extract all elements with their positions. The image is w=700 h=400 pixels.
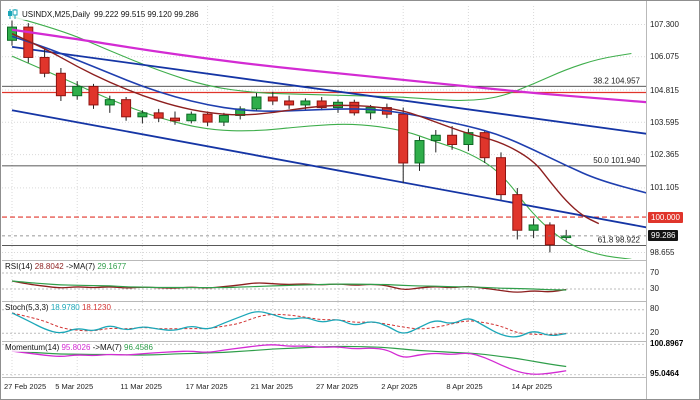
rsi-ma-name: ->MA(7) — [65, 262, 96, 271]
candle-body — [88, 85, 99, 106]
candle-body — [267, 96, 278, 102]
axis-label: 106.075 — [650, 52, 679, 62]
candle-body — [300, 100, 311, 106]
ma-dark-red — [11, 33, 600, 225]
candle-body — [349, 101, 360, 114]
stoch-d-value: 18.1230 — [81, 303, 111, 312]
trendline-lower — [11, 109, 646, 229]
vertical-gridlines — [11, 6, 535, 259]
axis-label: 102.365 — [650, 150, 679, 160]
candle-body — [544, 224, 555, 246]
axis-label: 20 — [650, 327, 659, 337]
momentum-ma-name: ->MA(7) — [92, 343, 122, 352]
momentum-line — [11, 344, 567, 375]
overlays-under — [11, 16, 646, 259]
candle-body — [186, 113, 197, 122]
stoch-name: Stoch(5,3,3) — [5, 303, 49, 312]
candle-body — [414, 140, 425, 164]
axis-label: 70 — [650, 267, 659, 277]
ma-long-magenta — [11, 28, 646, 104]
rsi-chart-canvas[interactable] — [2, 261, 646, 301]
axis-label: 30 — [650, 283, 659, 293]
time-axis[interactable]: 27 Feb 2025 5 Mar 2025 11 Mar 2025 17 Mar 2… — [2, 377, 646, 399]
candle-body — [463, 132, 474, 146]
stoch-k-value: 18.9780 — [50, 303, 80, 312]
fib-label: 50.0 101.940 — [593, 156, 640, 165]
axis-label: 104.815 — [650, 85, 679, 95]
bollinger-upper — [11, 16, 632, 102]
rsi-line — [11, 280, 567, 293]
axis-label: 100.8967 — [650, 339, 684, 349]
date-label: 21 Mar 2025 — [250, 382, 293, 391]
candle-body — [218, 114, 229, 123]
momentum-name: Momentum(14) — [5, 343, 60, 352]
date-label: 14 Apr 2025 — [511, 382, 553, 391]
candle-body — [121, 99, 132, 118]
rsi-ma-value: 29.1677 — [97, 262, 127, 271]
axis-label: 107.300 — [650, 19, 679, 29]
momentum-panel[interactable]: Momentum(14) 95.8026 ->MA(7) 96.4586 — [2, 341, 646, 377]
main-chart-canvas[interactable]: 38.2 104.957 50.0 101.940 61.8 98.922 — [2, 6, 646, 259]
candle-body — [137, 112, 148, 118]
candle-body — [447, 134, 458, 146]
rsi-value: 28.8042 — [34, 262, 64, 271]
candle-body — [104, 99, 115, 106]
symbol-name: USINDX,M25,Daily — [22, 9, 91, 19]
date-label: 17 Mar 2025 — [185, 382, 228, 391]
candle-body — [72, 85, 83, 97]
date-label: 2 Apr 2025 — [381, 382, 418, 391]
candlestick-icon — [8, 9, 18, 19]
alert-price-badge: 100.000 — [648, 211, 683, 223]
candle-body — [430, 134, 441, 142]
stochastic-chart-canvas[interactable] — [2, 302, 646, 341]
ma-blue — [11, 35, 646, 194]
axis-label: 101.105 — [650, 183, 679, 193]
axis-label: 98.655 — [650, 248, 675, 258]
rsi-panel[interactable]: RSI(14) 28.8042 ->MA(7) 29.1677 — [2, 260, 646, 301]
date-label: 11 Mar 2025 — [120, 382, 162, 391]
momentum-ma-value: 96.4586 — [124, 343, 153, 352]
candle-body — [170, 117, 180, 122]
stoch-k-line — [11, 311, 567, 338]
trendline-upper — [11, 45, 646, 135]
symbol-ohlc: 99.222 99.515 99.120 99.286 — [94, 9, 199, 19]
candle-body — [39, 56, 50, 74]
axis-label: 80 — [650, 304, 659, 314]
date-label: 5 Mar 2025 — [55, 382, 94, 391]
candle-body — [202, 113, 213, 123]
candle-body — [284, 100, 295, 106]
candle-body — [153, 112, 164, 119]
date-label: 27 Feb 2025 — [4, 382, 47, 391]
candle-body — [496, 157, 506, 196]
axis-label: 95.0464 — [650, 368, 679, 378]
main-price-panel[interactable]: USINDX,M25,Daily 99.222 99.515 99.120 99… — [2, 6, 646, 259]
overlays-over — [11, 28, 646, 225]
fibonacci-levels: 38.2 104.957 50.0 101.940 61.8 98.922 — [2, 76, 646, 246]
price-axis[interactable]: 107.300 106.075 104.815 103.595 102.365 101.1… — [646, 1, 699, 399]
candle-body — [528, 224, 539, 231]
fib-label: 38.2 104.957 — [593, 76, 640, 85]
rsi-ma-line — [11, 280, 567, 291]
last-price-badge: 99.286 — [648, 230, 679, 242]
candle-body — [512, 194, 523, 231]
candle-body — [398, 113, 409, 164]
candle-body — [251, 96, 262, 110]
rsi-title: RSI(14) 28.8042 ->MA(7) 29.1677 — [5, 262, 127, 271]
stoch-d-line — [11, 312, 567, 336]
date-label: 27 Mar 2025 — [316, 382, 359, 391]
date-label: 8 Apr 2025 — [446, 382, 483, 391]
momentum-value: 95.8026 — [61, 343, 91, 352]
candle-body — [479, 132, 490, 159]
axis-label: 103.595 — [650, 117, 679, 127]
stochastic-title: Stoch(5,3,3) 18.9780 18.1230 — [5, 303, 111, 312]
candle-body — [55, 72, 66, 97]
candle-body — [316, 100, 327, 109]
stochastic-panel[interactable]: Stoch(5,3,3) 18.9780 18.1230 — [2, 301, 646, 341]
fib-label: 61.8 98.922 — [598, 235, 641, 244]
rsi-name: RSI(14) — [5, 262, 33, 271]
symbol-info: USINDX,M25,Daily 99.222 99.515 99.120 99… — [5, 8, 201, 20]
momentum-title: Momentum(14) 95.8026 ->MA(7) 96.4586 — [5, 343, 153, 352]
momentum-chart-canvas[interactable] — [2, 342, 646, 377]
